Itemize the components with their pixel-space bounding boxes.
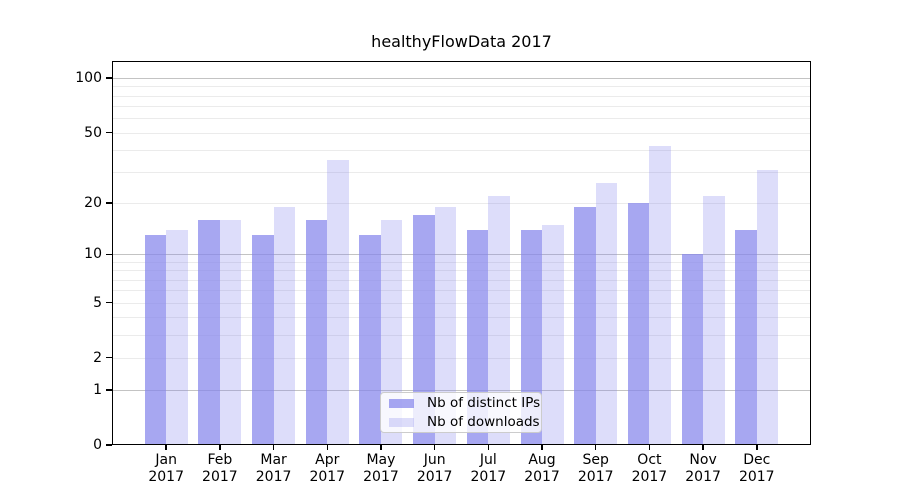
x-tick-label: Dec 2017 <box>738 452 775 485</box>
x-tick-label: Sep 2017 <box>577 452 614 485</box>
bar-distinct-ips-apr <box>305 219 328 445</box>
minor-gridline <box>113 172 810 174</box>
x-tick-label: May 2017 <box>363 452 399 485</box>
legend-swatch-downloads <box>389 417 414 427</box>
x-tick-mark <box>648 445 651 450</box>
bar-distinct-ips-dec <box>735 229 757 445</box>
y-tick-mark <box>106 131 112 134</box>
major-gridline <box>113 389 810 391</box>
bar-downloads-aug <box>542 224 564 445</box>
legend-swatch-distinct-ips <box>389 398 414 408</box>
bar-downloads-oct <box>649 146 671 445</box>
y-tick-label: 2 <box>93 349 102 366</box>
x-tick-label: Jan 2017 <box>148 452 184 485</box>
minor-gridline <box>113 262 810 263</box>
bar-distinct-ips-may <box>359 235 381 445</box>
x-tick-mark <box>272 445 275 450</box>
bar-distinct-ips-oct <box>627 203 650 445</box>
x-tick-label: Jul 2017 <box>470 452 507 485</box>
bar-downloads-dec <box>756 169 779 445</box>
minor-gridline <box>113 149 810 151</box>
plot-area <box>112 61 811 445</box>
legend-label-downloads: Nb of downloads <box>427 414 540 430</box>
x-tick-label: Feb 2017 <box>202 452 238 485</box>
major-gridline <box>113 78 810 80</box>
x-tick-label: Aug 2017 <box>524 452 560 485</box>
minor-gridline <box>113 357 810 359</box>
x-tick-mark <box>326 445 329 450</box>
y-tick-label: 10 <box>84 246 102 263</box>
bar-downloads-mar <box>273 206 296 445</box>
bar-distinct-ips-jul <box>466 229 489 445</box>
x-tick-label: Oct 2017 <box>631 452 668 485</box>
minor-gridline <box>113 106 810 108</box>
x-tick-label: Mar 2017 <box>255 452 292 485</box>
bar-downloads-jun <box>434 206 457 445</box>
x-tick-mark <box>380 445 382 450</box>
minor-gridline <box>113 279 810 281</box>
y-tick-label: 20 <box>84 195 102 212</box>
y-tick-label: 1 <box>93 381 102 398</box>
y-tick-mark <box>106 356 112 359</box>
y-tick-mark <box>106 444 112 446</box>
chart-title: healthyFlowData 2017 <box>371 32 552 51</box>
legend-entry-distinct-ips: Nb of distinct IPs <box>381 395 541 411</box>
y-tick-mark <box>106 389 112 391</box>
bar-downloads-jan <box>166 229 188 445</box>
bar-downloads-sep <box>595 183 618 445</box>
y-tick-label: 0 <box>93 437 102 453</box>
minor-gridline <box>113 317 810 319</box>
y-tick-mark <box>106 77 112 79</box>
minor-gridline <box>113 203 810 205</box>
x-tick-mark <box>541 445 543 450</box>
bar-downloads-apr <box>327 160 349 445</box>
legend-entry-downloads: Nb of downloads <box>381 414 541 430</box>
bar-distinct-ips-aug <box>520 229 543 445</box>
y-tick-label: 5 <box>93 294 102 311</box>
x-tick-mark <box>594 445 597 450</box>
minor-gridline <box>113 132 810 134</box>
major-gridline <box>113 254 810 256</box>
minor-gridline <box>113 95 810 97</box>
y-tick-label: 50 <box>84 124 102 141</box>
minor-gridline <box>113 290 810 292</box>
bar-downloads-jul <box>488 195 510 445</box>
x-tick-mark <box>487 445 490 450</box>
bar-distinct-ips-sep <box>574 206 596 445</box>
x-tick-label: Apr 2017 <box>309 452 346 485</box>
bar-downloads-feb <box>219 219 242 445</box>
bar-downloads-may <box>380 219 403 445</box>
x-tick-label: Jun 2017 <box>416 452 453 485</box>
x-tick-label: Nov 2017 <box>685 452 721 485</box>
x-tick-mark <box>165 445 167 450</box>
minor-gridline <box>113 334 810 336</box>
minor-gridline <box>113 270 810 272</box>
y-tick-label: 100 <box>75 70 102 87</box>
bar-distinct-ips-jan <box>144 235 167 445</box>
bar-downloads-nov <box>703 195 725 445</box>
bar-distinct-ips-nov <box>681 254 704 445</box>
bar-distinct-ips-mar <box>252 235 274 445</box>
y-tick-mark <box>106 253 112 256</box>
bar-distinct-ips-feb <box>198 219 220 445</box>
minor-gridline <box>113 86 810 88</box>
minor-gridline <box>113 302 810 304</box>
bar-distinct-ips-jun <box>413 215 435 445</box>
x-tick-mark <box>756 445 758 450</box>
legend-label-distinct-ips: Nb of distinct IPs <box>427 395 541 411</box>
y-tick-mark <box>106 202 112 204</box>
minor-gridline <box>113 118 810 120</box>
x-tick-mark <box>433 445 436 450</box>
y-tick-mark <box>106 301 112 304</box>
x-tick-mark <box>219 445 221 450</box>
legend: Nb of distinct IPs Nb of downloads <box>380 392 542 433</box>
x-tick-mark <box>702 445 704 450</box>
